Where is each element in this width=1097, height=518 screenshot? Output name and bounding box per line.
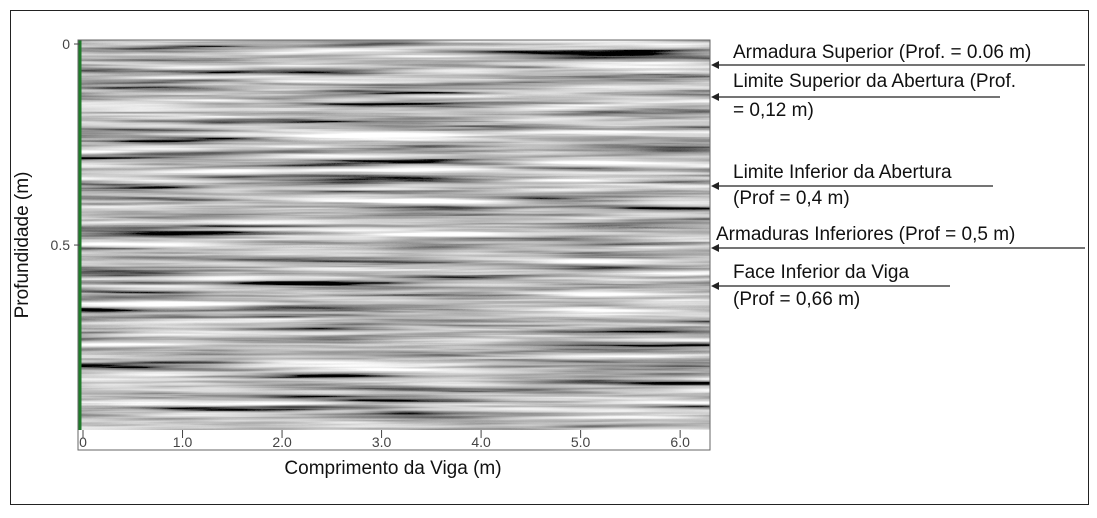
y-tick-label: 0.5 (51, 237, 71, 253)
annotation-text: (Prof = 0,4 m) (733, 188, 850, 209)
x-tick-label: 4.0 (471, 434, 491, 450)
annotation-arrow (711, 93, 719, 101)
annotation-text: (Prof = 0,66 m) (733, 289, 860, 310)
x-tick-label: 1.0 (173, 434, 193, 450)
annotation-text: Limite Superior da Abertura (Prof. (733, 71, 1016, 92)
x-tick-label: 3.0 (372, 434, 392, 450)
annotation-text: Limite Inferior da Abertura (733, 162, 952, 183)
annotation-text: Face Inferior da Viga (733, 262, 909, 283)
x-tick-label: 2.0 (272, 434, 292, 450)
x-tick-label: 5.0 (571, 434, 591, 450)
x-tick-label: 6.0 (670, 434, 690, 450)
annotation-text: = 0,12 m) (733, 100, 814, 121)
x-axis-label: Comprimento da Viga (m) (284, 458, 501, 479)
annotation-text: Armadura Superior (Prof. = 0.06 m) (733, 42, 1031, 63)
annotation-arrow (711, 244, 719, 252)
annotation-arrow (711, 282, 719, 290)
annotation-text: Armaduras Inferiores (Prof = 0,5 m) (716, 224, 1015, 245)
radargram (78, 40, 710, 430)
x-tick-label: 0 (79, 434, 87, 450)
annotation-arrow (711, 61, 719, 69)
annotation-arrow (711, 182, 719, 190)
y-tick-label: 0 (62, 36, 70, 52)
y-axis-label: Profundidade (m) (12, 172, 33, 319)
